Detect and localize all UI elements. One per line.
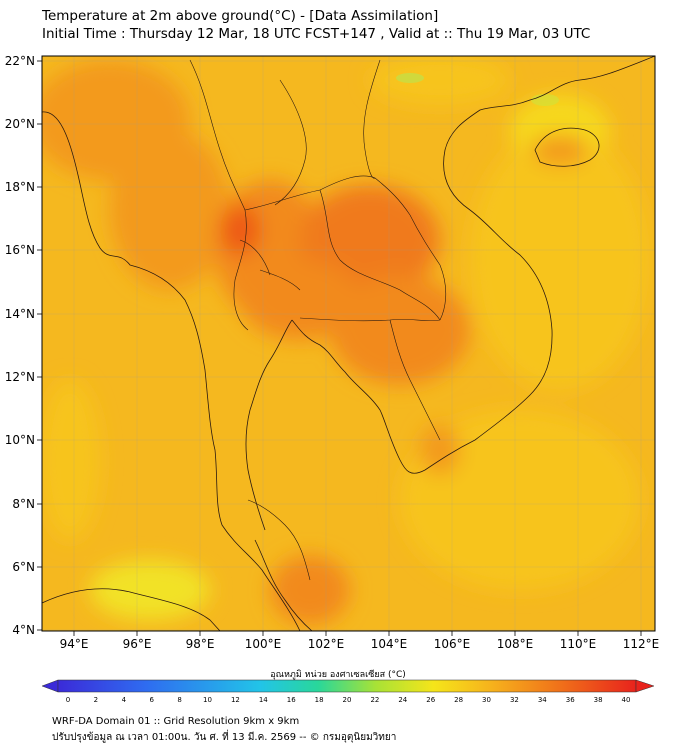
temperature-field [42,56,655,631]
colorbar-tick-label: 38 [594,696,603,704]
colorbar-tick-label: 8 [177,696,181,704]
colorbar-gradient [57,679,637,693]
footer-update-note: ปรับปรุงข้อมูล ณ เวลา 01:00น. วัน ศ. ที่… [52,732,397,743]
lat-label: 4°N [12,623,35,637]
colorbar-tick-label: 16 [287,696,296,704]
lon-label: 94°E [60,637,89,651]
colorbar-tick-label: 4 [122,696,127,704]
colorbar-tick-label: 2 [94,696,98,704]
colorbar-tick-label: 32 [510,696,519,704]
lat-label: 6°N [12,560,35,574]
colorbar-max-arrow [635,679,655,693]
lat-label: 18°N [5,180,35,194]
map-frame [41,55,656,632]
colorbar-tick-label: 26 [426,696,435,704]
graticule [42,56,655,631]
lon-label: 98°E [186,637,215,651]
coastlines [42,56,655,631]
colorbar-tick-label: 14 [259,696,268,704]
colorbar-tick-label: 28 [454,696,463,704]
lat-label: 10°N [5,433,35,447]
colorbar: 0 2 4 6 8 10 12 14 16 18 20 22 24 26 28 30 32 34 36 38 40 [41,679,655,704]
map-subtitle: Initial Time : Thursday 12 Mar, 18 UTC F… [42,26,591,42]
colorbar-tick-label: 40 [622,696,631,704]
colorbar-tick-label: 6 [149,696,154,704]
colorbar-tick-label: 36 [566,696,575,704]
lon-label: 108°E [497,637,534,651]
lon-label: 106°E [434,637,471,651]
colorbar-tick-label: 18 [315,696,324,704]
colorbar-min-arrow [41,679,59,693]
lon-label: 102°E [308,637,345,651]
lat-label: 8°N [12,497,35,511]
lon-label: 100°E [245,637,282,651]
footer-resolution: WRF-DA Domain 01 :: Grid Resolution 9km … [52,716,300,727]
lat-label: 14°N [5,307,35,321]
colorbar-tick-label: 20 [343,696,352,704]
lon-label: 112°E [623,637,660,651]
colorbar-tick-label: 34 [538,696,547,704]
colorbar-tick-label: 22 [370,696,379,704]
map-title: Temperature at 2m above ground(°C) - [Da… [42,8,439,24]
colorbar-tick-label: 12 [231,696,240,704]
colorbar-tick-label: 30 [482,696,491,704]
colorbar-tick-label: 10 [203,696,212,704]
lon-label: 104°E [371,637,408,651]
lon-label: 96°E [123,637,152,651]
lat-label: 22°N [5,54,35,68]
lon-label: 110°E [560,637,597,651]
colorbar-label: อุณหภูมิ หน่วย องศาเซลเซียส (°C) [270,670,406,680]
lat-label: 20°N [5,117,35,131]
country-borders [189,59,447,581]
lat-label: 12°N [5,370,35,384]
lat-label: 16°N [5,243,35,257]
colorbar-tick-label: 24 [398,696,407,704]
colorbar-tick-label: 0 [66,696,70,704]
